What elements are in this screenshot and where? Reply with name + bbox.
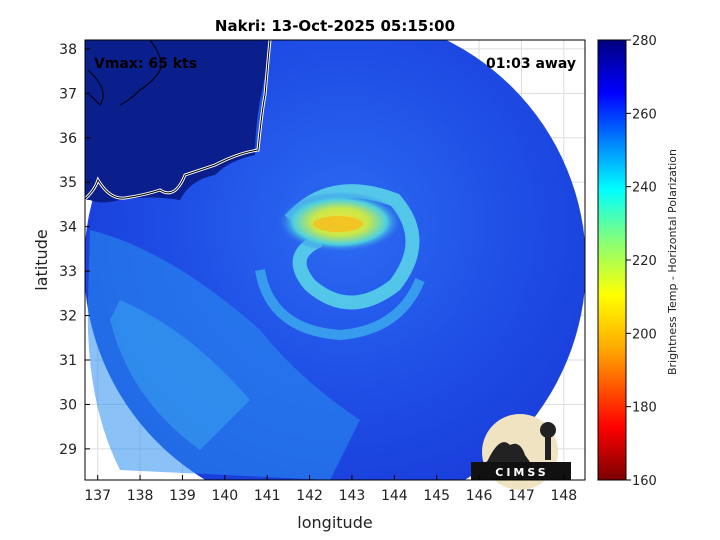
x-tick-label: 143 <box>339 488 366 504</box>
spiral-arm-outer <box>255 269 425 341</box>
logo-banner <box>471 462 571 480</box>
cloud-band-southwest <box>87 230 360 480</box>
colorbar-tick-label: 280 <box>632 34 657 49</box>
x-tick-label: 137 <box>84 488 111 504</box>
x-tick-label: 145 <box>423 488 450 504</box>
colorbar <box>597 39 627 481</box>
logo-tank <box>540 422 556 438</box>
colorbar-tick-label: 260 <box>632 107 657 122</box>
coastline-north <box>87 40 162 106</box>
x-tick-label: 139 <box>169 488 196 504</box>
y-tick-label: 37 <box>59 86 77 102</box>
time-away-label: 01:03 away <box>486 56 576 72</box>
colorbar-tick-label: 180 <box>632 401 657 416</box>
x-tick-label: 138 <box>127 488 154 504</box>
x-tick-label: 147 <box>508 488 535 504</box>
x-tick-label: 146 <box>466 488 493 504</box>
cloud-band-outer <box>110 300 250 450</box>
colorbar-tick-label: 200 <box>632 327 657 342</box>
colorbar-label: Brightness Temp - Horizontal Polarizatio… <box>666 149 679 375</box>
x-tick-labels: 137 138 139 140 141 142 143 144 145 146 147 148 <box>84 475 577 504</box>
chart-title: Nakri: 13-Oct-2025 05:15:00 <box>215 17 455 35</box>
y-tick-label: 35 <box>59 175 77 191</box>
x-tick-label: 148 <box>550 488 577 504</box>
y-tick-label: 32 <box>59 309 77 325</box>
spiral-arm-inner <box>284 184 420 310</box>
x-tick-label: 141 <box>254 488 281 504</box>
y-tick-label: 34 <box>59 220 77 236</box>
y-tick-labels: 29 30 31 32 33 34 35 36 37 38 <box>59 42 90 458</box>
y-tick-label: 29 <box>59 442 77 458</box>
x-tick-label: 140 <box>211 488 238 504</box>
x-tick-label: 144 <box>381 488 408 504</box>
y-axis-label: latitude <box>32 229 51 290</box>
logo-text: CIMSS <box>495 466 548 479</box>
plot-frame <box>84 39 586 481</box>
satellite-swath <box>85 40 585 480</box>
vmax-label: Vmax: 65 kts <box>94 56 197 72</box>
y-tick-label: 33 <box>59 264 77 280</box>
y-tick-label: 38 <box>59 42 77 58</box>
x-tick-label: 142 <box>296 488 323 504</box>
colorbar-tick-label: 220 <box>632 254 657 269</box>
y-tick-label: 31 <box>59 353 77 369</box>
logo-tower <box>545 430 551 460</box>
colorbar-tick-label: 160 <box>632 474 657 489</box>
y-tick-label: 30 <box>59 397 77 413</box>
coastline-black <box>85 40 271 200</box>
colorbar-ticks: 160 180 200 220 240 260 280 <box>626 34 657 489</box>
y-tick-label: 36 <box>59 131 77 147</box>
x-axis-label: longitude <box>297 513 372 532</box>
eyewall-hot-spot <box>313 216 363 232</box>
colorbar-tick-label: 240 <box>632 181 657 196</box>
logo-dish <box>485 442 530 464</box>
cimss-logo: CIMSS <box>471 414 571 490</box>
